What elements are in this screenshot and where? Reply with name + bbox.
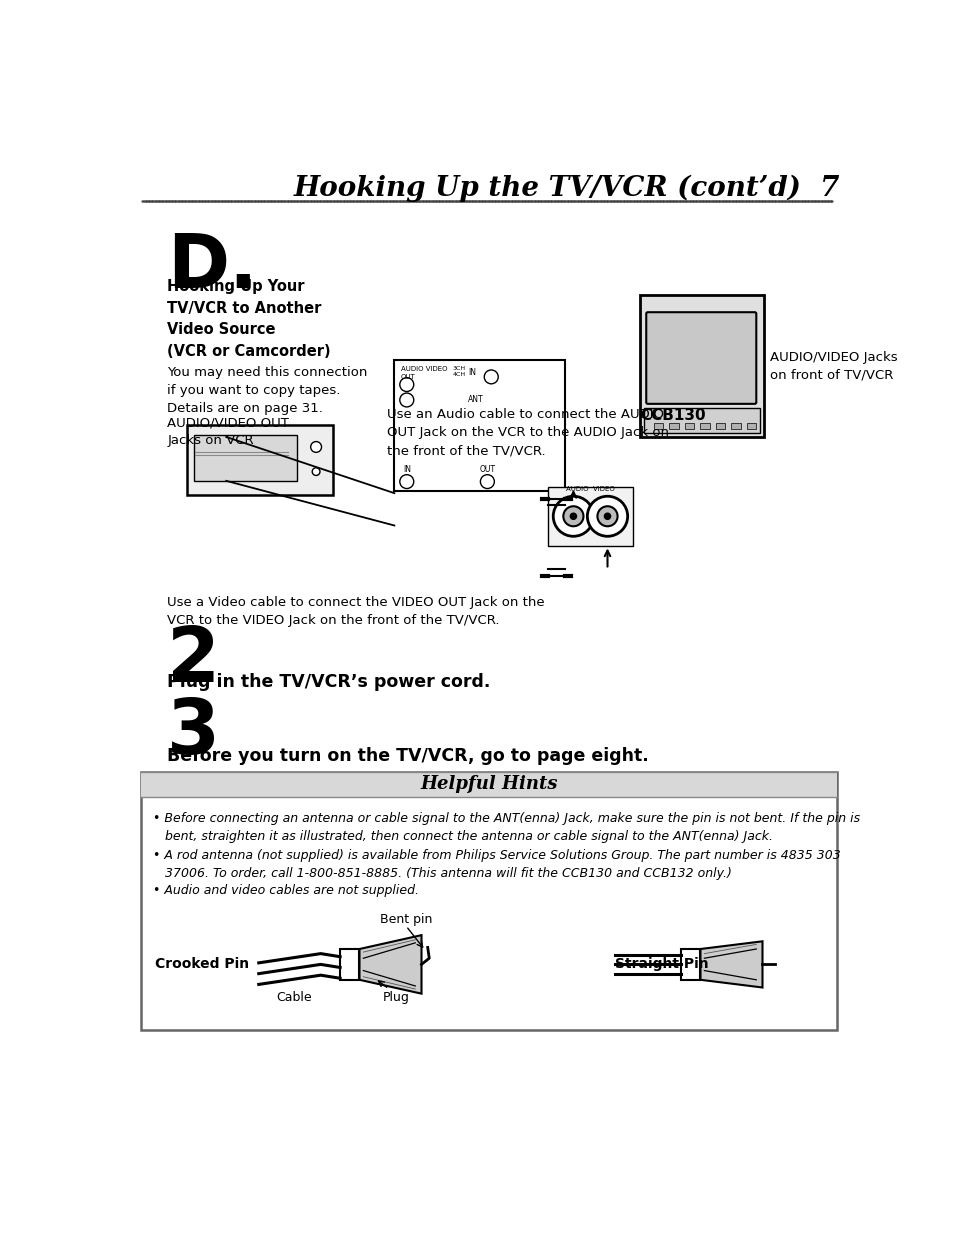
Text: • A rod antenna (not supplied) is available from Philips Service Solutions Group: • A rod antenna (not supplied) is availa… bbox=[152, 848, 840, 881]
Text: AUDIO VIDEO: AUDIO VIDEO bbox=[400, 366, 447, 372]
Polygon shape bbox=[359, 935, 421, 994]
Text: 3: 3 bbox=[167, 697, 220, 771]
FancyBboxPatch shape bbox=[394, 359, 564, 490]
Circle shape bbox=[399, 393, 414, 406]
Text: You may need this connection
if you want to copy tapes.
Details are on page 31.: You may need this connection if you want… bbox=[167, 366, 367, 415]
Circle shape bbox=[480, 474, 494, 489]
Bar bbox=[680, 948, 700, 979]
Text: OUT: OUT bbox=[400, 374, 415, 380]
FancyBboxPatch shape bbox=[547, 487, 633, 546]
FancyBboxPatch shape bbox=[141, 772, 836, 1030]
Circle shape bbox=[570, 514, 576, 520]
Circle shape bbox=[399, 474, 414, 489]
Text: CCB130: CCB130 bbox=[639, 409, 705, 424]
Polygon shape bbox=[700, 941, 761, 988]
Text: Helpful Hints: Helpful Hints bbox=[419, 776, 558, 793]
Text: D.: D. bbox=[167, 231, 257, 304]
Circle shape bbox=[553, 496, 593, 536]
FancyBboxPatch shape bbox=[645, 312, 756, 404]
Text: AUDIO/VIDEO OUT
Jacks on VCR: AUDIO/VIDEO OUT Jacks on VCR bbox=[167, 416, 289, 447]
Text: 4CH: 4CH bbox=[452, 372, 465, 377]
Text: IN: IN bbox=[468, 368, 476, 377]
Circle shape bbox=[312, 468, 319, 475]
Text: Before you turn on the TV/VCR, go to page eight.: Before you turn on the TV/VCR, go to pag… bbox=[167, 747, 648, 766]
Text: Hooking Up Your
TV/VCR to Another
Video Source
(VCR or Camcorder): Hooking Up Your TV/VCR to Another Video … bbox=[167, 279, 331, 359]
Text: ANT: ANT bbox=[468, 395, 483, 404]
Text: Bent pin: Bent pin bbox=[379, 913, 432, 926]
Text: Crooked Pin: Crooked Pin bbox=[154, 957, 249, 972]
Text: Plug in the TV/VCR’s power cord.: Plug in the TV/VCR’s power cord. bbox=[167, 673, 490, 692]
Text: 2: 2 bbox=[167, 624, 220, 698]
Text: 3CH: 3CH bbox=[452, 366, 465, 370]
Text: • Before connecting an antenna or cable signal to the ANT(enna) Jack, make sure : • Before connecting an antenna or cable … bbox=[152, 811, 859, 844]
Bar bbox=[716, 424, 724, 430]
Text: AUDIO  VIDEO: AUDIO VIDEO bbox=[565, 485, 614, 492]
Circle shape bbox=[587, 496, 627, 536]
Bar bbox=[731, 424, 740, 430]
Bar bbox=[193, 435, 296, 480]
Circle shape bbox=[484, 370, 497, 384]
Text: OUT: OUT bbox=[478, 464, 495, 474]
Circle shape bbox=[604, 514, 610, 520]
Bar bbox=[654, 424, 662, 430]
FancyBboxPatch shape bbox=[639, 294, 763, 437]
Bar bbox=[340, 948, 359, 979]
Text: Use an Audio cable to connect the AUDIO
OUT Jack on the VCR to the AUDIO Jack on: Use an Audio cable to connect the AUDIO … bbox=[386, 409, 668, 457]
Text: • Audio and video cables are not supplied.: • Audio and video cables are not supplie… bbox=[152, 883, 418, 897]
Text: Plug: Plug bbox=[382, 992, 409, 1004]
Bar bbox=[684, 424, 694, 430]
Bar bbox=[643, 409, 760, 433]
Bar bbox=[700, 424, 709, 430]
Text: AUDIO/VIDEO Jacks
on front of TV/VCR: AUDIO/VIDEO Jacks on front of TV/VCR bbox=[769, 351, 897, 382]
Bar bbox=[746, 424, 756, 430]
Text: Straight Pin: Straight Pin bbox=[615, 957, 708, 972]
Text: Use a Video cable to connect the VIDEO OUT Jack on the
VCR to the VIDEO Jack on : Use a Video cable to connect the VIDEO O… bbox=[167, 597, 544, 627]
Bar bbox=[141, 772, 836, 797]
Circle shape bbox=[562, 506, 583, 526]
Circle shape bbox=[311, 442, 321, 452]
FancyBboxPatch shape bbox=[187, 425, 333, 495]
Text: Cable: Cable bbox=[275, 992, 311, 1004]
Text: Hooking Up the TV/VCR (cont’d)  7: Hooking Up the TV/VCR (cont’d) 7 bbox=[294, 174, 840, 201]
Text: IN: IN bbox=[402, 464, 411, 474]
Bar bbox=[669, 424, 679, 430]
Circle shape bbox=[597, 506, 617, 526]
Circle shape bbox=[399, 378, 414, 391]
